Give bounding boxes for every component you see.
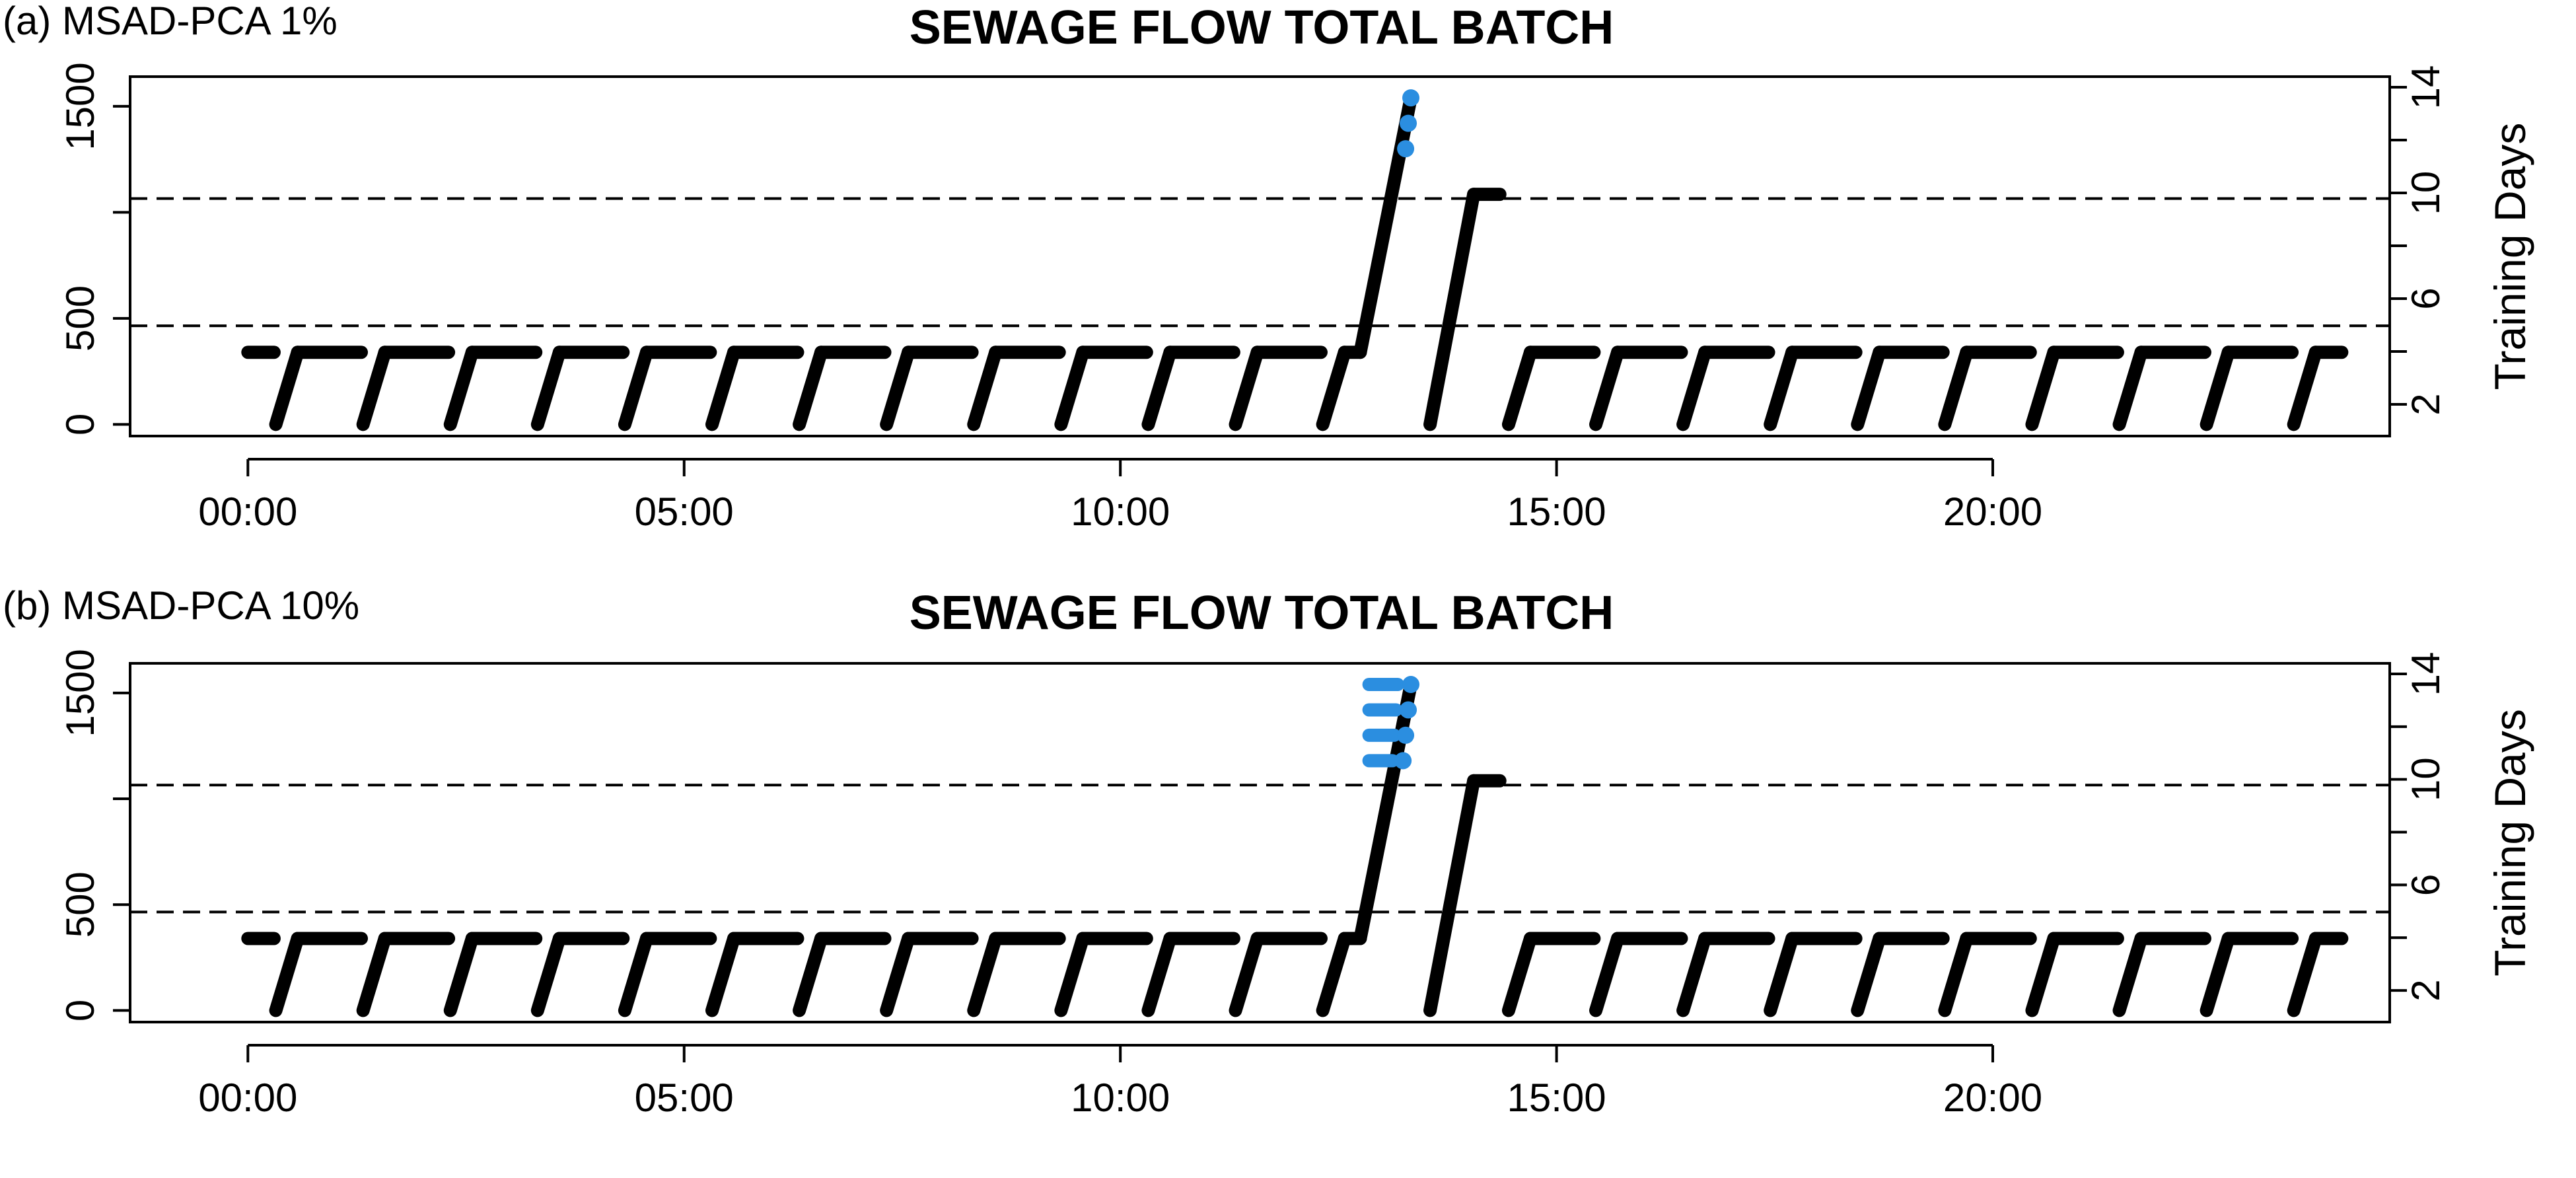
panel-b-ramp-segment — [1501, 932, 1537, 1017]
panel-b-ramp-segment — [2200, 932, 2235, 1017]
panel-b-alarm-point — [1397, 726, 1415, 744]
panel-b-ramp-segment — [1316, 932, 1351, 1017]
panel-a-ramp-segment — [705, 346, 741, 431]
panel-a-ramp-segment — [356, 346, 392, 431]
panel-b-title: SEWAGE FLOW TOTAL BATCH — [910, 587, 1614, 640]
panel-b-x-tick-label: 05:00 — [635, 1076, 734, 1120]
panel-a-y-tick-label: 0 — [58, 414, 102, 435]
panel-a-ramp-segment — [1054, 346, 1090, 431]
panel-a-ramp-segment — [967, 346, 1003, 431]
panel-a-ramp-segment — [2025, 346, 2061, 431]
panel-b-ramp-segment — [1938, 932, 1974, 1017]
panel-b-ramp-segment — [1141, 932, 1177, 1017]
panel-b-x-tick-label: 20:00 — [1943, 1076, 2042, 1120]
panel-b-y2-tick-label: 2 — [2404, 979, 2448, 1001]
panel-a-ramp-segment — [1764, 346, 1799, 431]
panel-b-ramp-segment — [1589, 932, 1625, 1017]
panel-b-x-tick-label: 00:00 — [198, 1076, 297, 1120]
panel-b-ramp-segment — [618, 932, 653, 1017]
panel-a-spike-ramp — [1353, 91, 1418, 359]
panel-b-right-axis-title: Training Days — [2486, 709, 2534, 976]
panel-b-ramp-segment — [1851, 932, 1886, 1017]
panel-a-x-tick-label: 10:00 — [1071, 490, 1170, 534]
panel-a-x-tick-label: 20:00 — [1943, 490, 2042, 534]
panel-a-ramp-segment — [530, 346, 566, 431]
panel-a-ramp-segment — [2287, 346, 2322, 431]
panel-a-title: SEWAGE FLOW TOTAL BATCH — [910, 1, 1614, 54]
panel-a-ramp-segment — [1938, 346, 1974, 431]
panel-b-label: (b) MSAD-PCA 10% — [3, 583, 359, 628]
panel-a-ramp-segment — [880, 346, 915, 431]
panel-a-y2-tick-label: 2 — [2404, 393, 2448, 415]
panel-a-alarm-point — [1402, 89, 1420, 107]
panel-a-ramp-segment — [1676, 346, 1712, 431]
panel-b-plot-frame — [129, 662, 2391, 1023]
panel-b-spike-ramp — [1423, 774, 1481, 1017]
panel-b-ramp-segment — [1054, 932, 1090, 1017]
panel-b-data-layer — [241, 676, 2349, 1017]
panel-a-y2-tick-label: 14 — [2404, 65, 2448, 110]
panel-b-ramp-segment — [269, 932, 304, 1017]
panel-a-ramp-segment — [1316, 346, 1351, 431]
panel-a-alarm-point — [1400, 114, 1417, 132]
panel-a-ramp-segment — [2112, 346, 2148, 431]
panel-a-ramp-segment — [1141, 346, 1177, 431]
panel-a-ramp-segment — [269, 346, 304, 431]
panel-b-spike-ramp — [1353, 678, 1418, 945]
panel-b-ramp-segment — [356, 932, 392, 1017]
panel-a-plot-area: 00:00 05:00 10:00 15:00 20:00 0 500 1500 2 6 10 14 T… — [58, 62, 2534, 534]
panel-b-ramp-segment — [967, 932, 1003, 1017]
panel-b-ramp-segment — [1676, 932, 1712, 1017]
panel-b-ramp-segment — [530, 932, 566, 1017]
panel-b-plot-area: 00:00 05:00 10:00 15:00 20:00 0 500 1500 2 6 10 14 T… — [58, 649, 2534, 1120]
panel-a-ramp-segment — [793, 346, 828, 431]
panel-a-ramp-segment — [618, 346, 653, 431]
panel-a-x-tick-label: 00:00 — [198, 490, 297, 534]
panel-a-plot-frame — [129, 75, 2391, 437]
panel-b-ramp-segment — [2025, 932, 2061, 1017]
panel-b-y2-tick-label: 6 — [2404, 874, 2448, 896]
panel-a-y-tick-label: 500 — [58, 285, 102, 351]
panel-a-label: (a) MSAD-PCA 1% — [3, 0, 338, 43]
panel-b-ramp-segment — [2287, 932, 2322, 1017]
panel-a-spike-ramp — [1423, 188, 1481, 431]
panel-b-y-tick-label: 0 — [58, 1000, 102, 1021]
panel-a-ramp-segment — [1229, 346, 1264, 431]
panel-b-ramp-segment — [2112, 932, 2148, 1017]
panel-a-ramp-segment — [1501, 346, 1537, 431]
panel-a-x-tick-label: 05:00 — [635, 490, 734, 534]
panel-a-x-tick-label: 15:00 — [1507, 490, 1606, 534]
panel-b-ramp-segment — [1764, 932, 1799, 1017]
panel-b-y-tick-label: 500 — [58, 871, 102, 938]
panel-b-alarm-point — [1402, 676, 1420, 694]
panel-b-y2-tick-label: 10 — [2404, 757, 2448, 801]
panel-a-ramp-segment — [2200, 346, 2235, 431]
panel-b-x-tick-label: 15:00 — [1507, 1076, 1606, 1120]
panel-b-y-tick-label: 1500 — [58, 649, 102, 737]
panel-a-ramp-segment — [443, 346, 479, 431]
panel-a-y2-tick-label: 6 — [2404, 287, 2448, 309]
panel-a-right-axis-title: Training Days — [2486, 123, 2534, 390]
panel-b-ramp-segment — [880, 932, 915, 1017]
panel-a-alarm-point — [1397, 140, 1415, 158]
panel-b-alarm-point — [1394, 752, 1412, 770]
panel-a-y-tick-label: 1500 — [58, 62, 102, 150]
panel-b-y2-tick-label: 14 — [2404, 652, 2448, 696]
panel-a-ramp-segment — [1589, 346, 1625, 431]
panel-b-ramp-segment — [793, 932, 828, 1017]
panel-a-data-layer — [241, 89, 2349, 431]
panel-b-ramp-segment — [705, 932, 741, 1017]
panel-b-ramp-segment — [443, 932, 479, 1017]
panel-b-x-tick-label: 10:00 — [1071, 1076, 1170, 1120]
panel-a-ramp-segment — [1851, 346, 1886, 431]
panel-a: (a) MSAD-PCA 1% SEWAGE FLOW TOTAL BATCH … — [3, 0, 2534, 534]
panel-a-y2-tick-label: 10 — [2404, 171, 2448, 215]
panel-b: (b) MSAD-PCA 10% SEWAGE FLOW TOTAL BATCH… — [3, 583, 2534, 1120]
panel-b-alarm-point — [1400, 701, 1417, 719]
panel-b-ramp-segment — [1229, 932, 1264, 1017]
